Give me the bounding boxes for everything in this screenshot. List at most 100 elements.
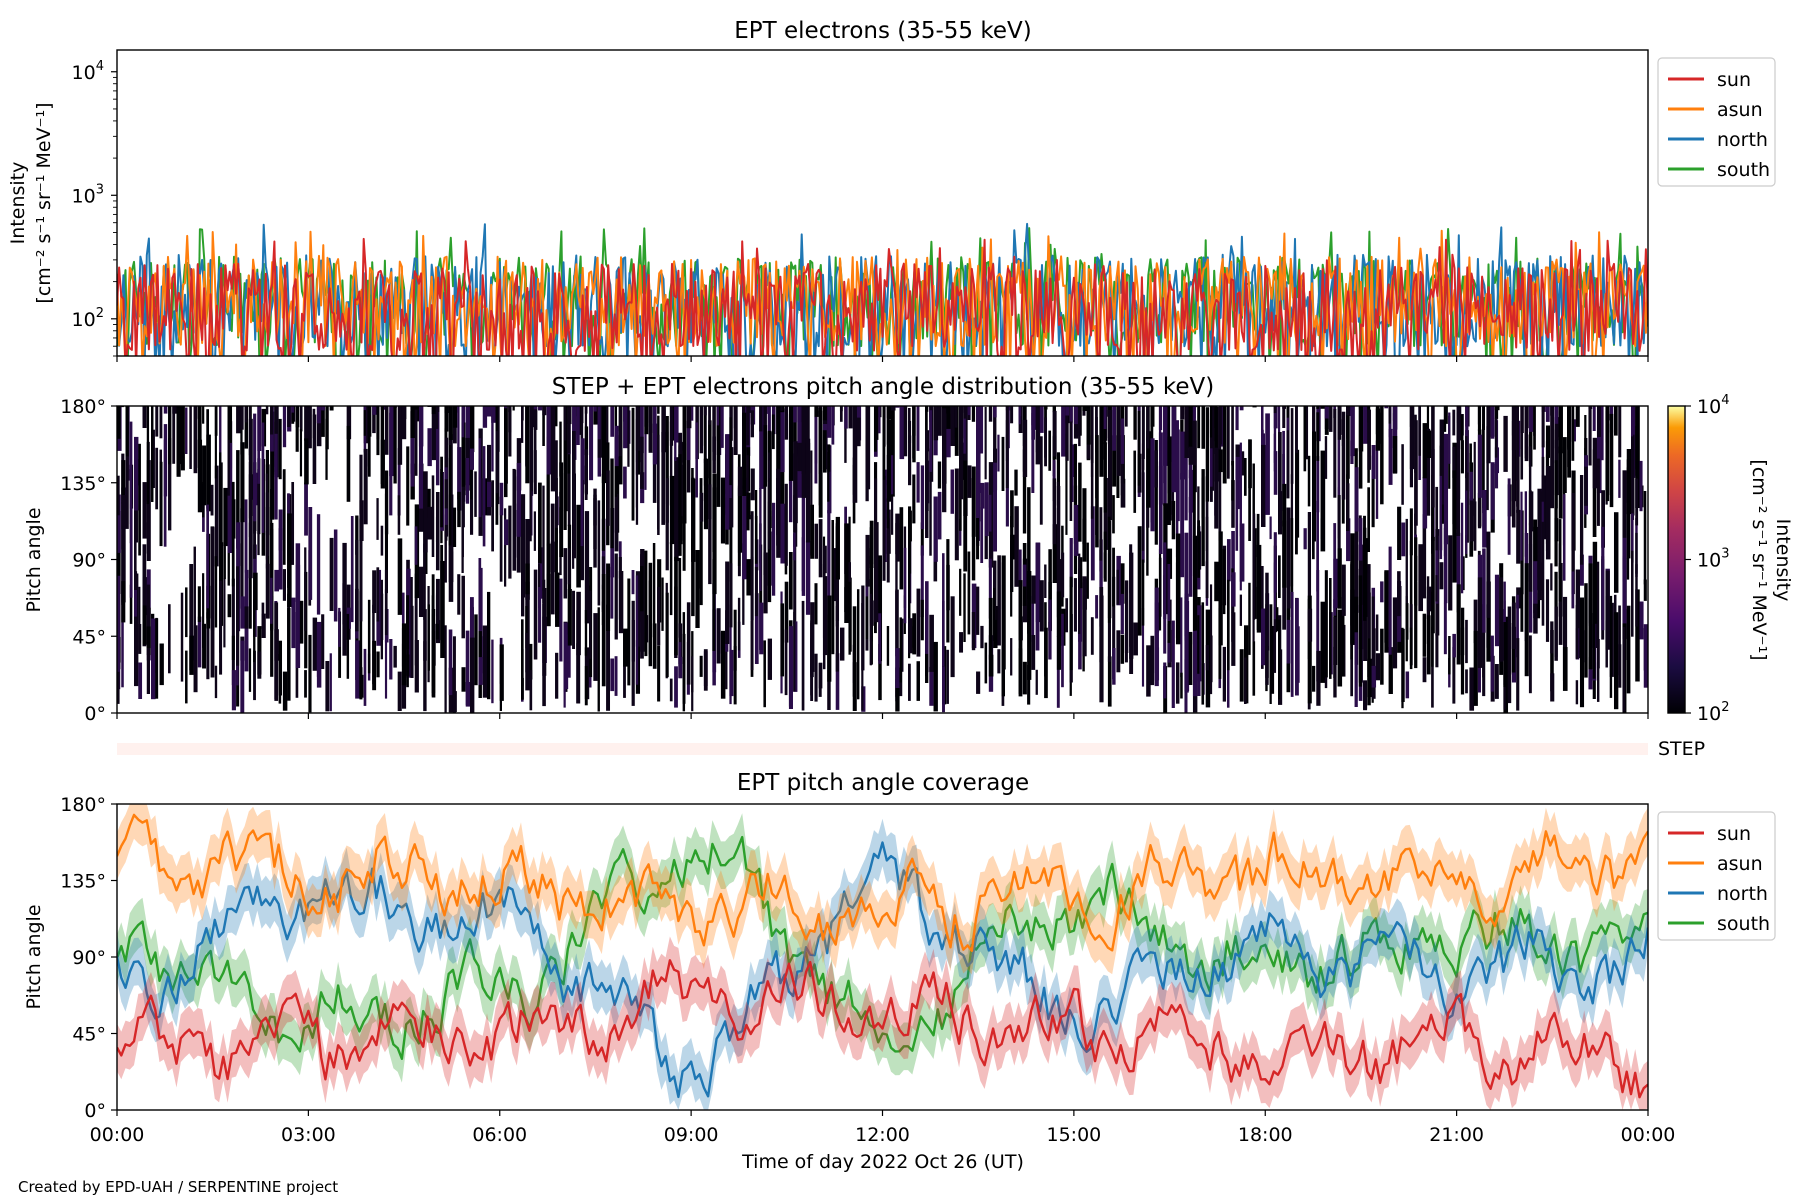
heatmap-cell	[1078, 406, 1081, 447]
heatmap-cell	[444, 406, 449, 413]
heatmap-cell	[1112, 576, 1116, 680]
heatmap-cell	[482, 625, 488, 698]
heatmap-cell	[1571, 493, 1575, 595]
heatmap-cell	[822, 430, 827, 473]
heatmap-cell	[584, 666, 588, 706]
heatmap-cell	[1346, 406, 1350, 416]
heatmap-cell	[988, 406, 993, 422]
heatmap-cell	[1239, 442, 1242, 537]
heatmap-cell	[299, 406, 303, 432]
heatmap-cell	[1018, 648, 1023, 697]
heatmap-cell	[793, 406, 797, 442]
intensity-title: EPT electrons (35-55 keV)	[734, 18, 1031, 44]
heatmap-cell	[678, 656, 683, 679]
heatmap-cell	[712, 487, 717, 595]
heatmap-cell	[372, 406, 376, 434]
heatmap-cell	[525, 563, 530, 595]
heatmap-cell	[1329, 578, 1332, 679]
heatmap-cell	[308, 634, 312, 713]
heatmap-cell	[1316, 456, 1320, 513]
heatmap-cell	[1333, 617, 1337, 698]
heatmap-cell	[1452, 633, 1456, 658]
heatmap-cell	[967, 465, 972, 498]
heatmap-cell	[1120, 593, 1124, 635]
heatmap-cell	[121, 495, 126, 603]
heatmap-cell	[584, 426, 589, 456]
heatmap-cell	[1022, 564, 1027, 587]
heatmap-cell	[1571, 571, 1575, 609]
heatmap-cell	[776, 406, 781, 494]
heatmap-cell	[1014, 469, 1018, 496]
heatmap-cell	[1533, 561, 1538, 619]
x-tick-label: 00:00	[90, 1124, 145, 1146]
heatmap-cell	[1558, 406, 1563, 438]
heatmap-cell	[253, 650, 256, 701]
legend-box	[1657, 57, 1776, 187]
heatmap-cell	[559, 462, 564, 557]
heatmap-cell	[1528, 522, 1533, 592]
heatmap-cell	[754, 490, 758, 520]
heatmap-cell	[1167, 436, 1171, 525]
heatmap-cell	[1477, 657, 1481, 693]
heatmap-cell	[1218, 531, 1223, 646]
heatmap-cell	[495, 493, 499, 525]
heatmap-cell	[316, 406, 322, 447]
heatmap-cell	[1562, 596, 1568, 681]
heatmap-cell	[703, 406, 707, 446]
heatmap-cell	[916, 661, 920, 701]
heatmap-cell	[248, 418, 253, 516]
heatmap-cell	[555, 652, 559, 699]
heatmap-cell	[448, 431, 452, 546]
heatmap-cell	[1601, 490, 1605, 548]
heatmap-cell	[737, 466, 743, 496]
heatmap-cell	[1090, 617, 1094, 655]
heatmap-cell	[359, 500, 364, 541]
heatmap-cell	[1226, 643, 1230, 708]
heatmap-cell	[767, 505, 772, 603]
heatmap-cell	[1086, 542, 1089, 599]
heatmap-cell	[440, 544, 444, 641]
heatmap-cell	[1018, 580, 1023, 694]
heatmap-cell	[601, 518, 606, 590]
heatmap-cell	[686, 602, 691, 685]
heatmap-cell	[452, 507, 457, 547]
heatmap-cell	[1295, 643, 1299, 670]
heatmap-cell	[657, 434, 660, 535]
intensity-legend: sun asun north south	[1657, 57, 1776, 187]
heatmap-cell	[1541, 456, 1545, 515]
heatmap-cell	[1324, 570, 1328, 678]
heatmap-cell	[754, 593, 759, 664]
heatmap-cell	[827, 595, 832, 682]
heatmap-cell	[1592, 449, 1597, 537]
heatmap-cell	[533, 406, 538, 410]
heatmap-cell	[1167, 548, 1173, 579]
heatmap-cell	[865, 406, 870, 482]
heatmap-cell	[397, 671, 402, 711]
heatmap-cell	[189, 406, 192, 469]
heatmap-cell	[210, 527, 215, 631]
heatmap-cell	[1329, 406, 1333, 432]
y-tick-label: 180°	[60, 794, 106, 816]
heatmap-cell	[831, 406, 835, 445]
heatmap-cell	[457, 491, 461, 528]
heatmap-cell	[414, 409, 418, 476]
heatmap-cell	[461, 486, 465, 528]
heatmap-cell	[1192, 465, 1196, 577]
heatmap-cell	[563, 626, 566, 708]
heatmap-cell	[117, 406, 121, 439]
heatmap-cell	[1380, 628, 1384, 685]
heatmap-cell	[1256, 513, 1260, 557]
heatmap-cell	[780, 408, 785, 473]
heatmap-cell	[916, 406, 920, 451]
heatmap-cell	[486, 481, 492, 507]
heatmap-cell	[117, 494, 121, 553]
heatmap-cell	[767, 452, 770, 550]
heatmap-cell	[240, 640, 245, 713]
heatmap-cell	[580, 438, 585, 485]
heatmap-cell	[1171, 620, 1175, 708]
heatmap-cell	[376, 406, 380, 440]
heatmap-cell	[486, 591, 491, 700]
heatmap-cell	[1133, 622, 1138, 656]
heatmap-cell	[623, 466, 627, 499]
